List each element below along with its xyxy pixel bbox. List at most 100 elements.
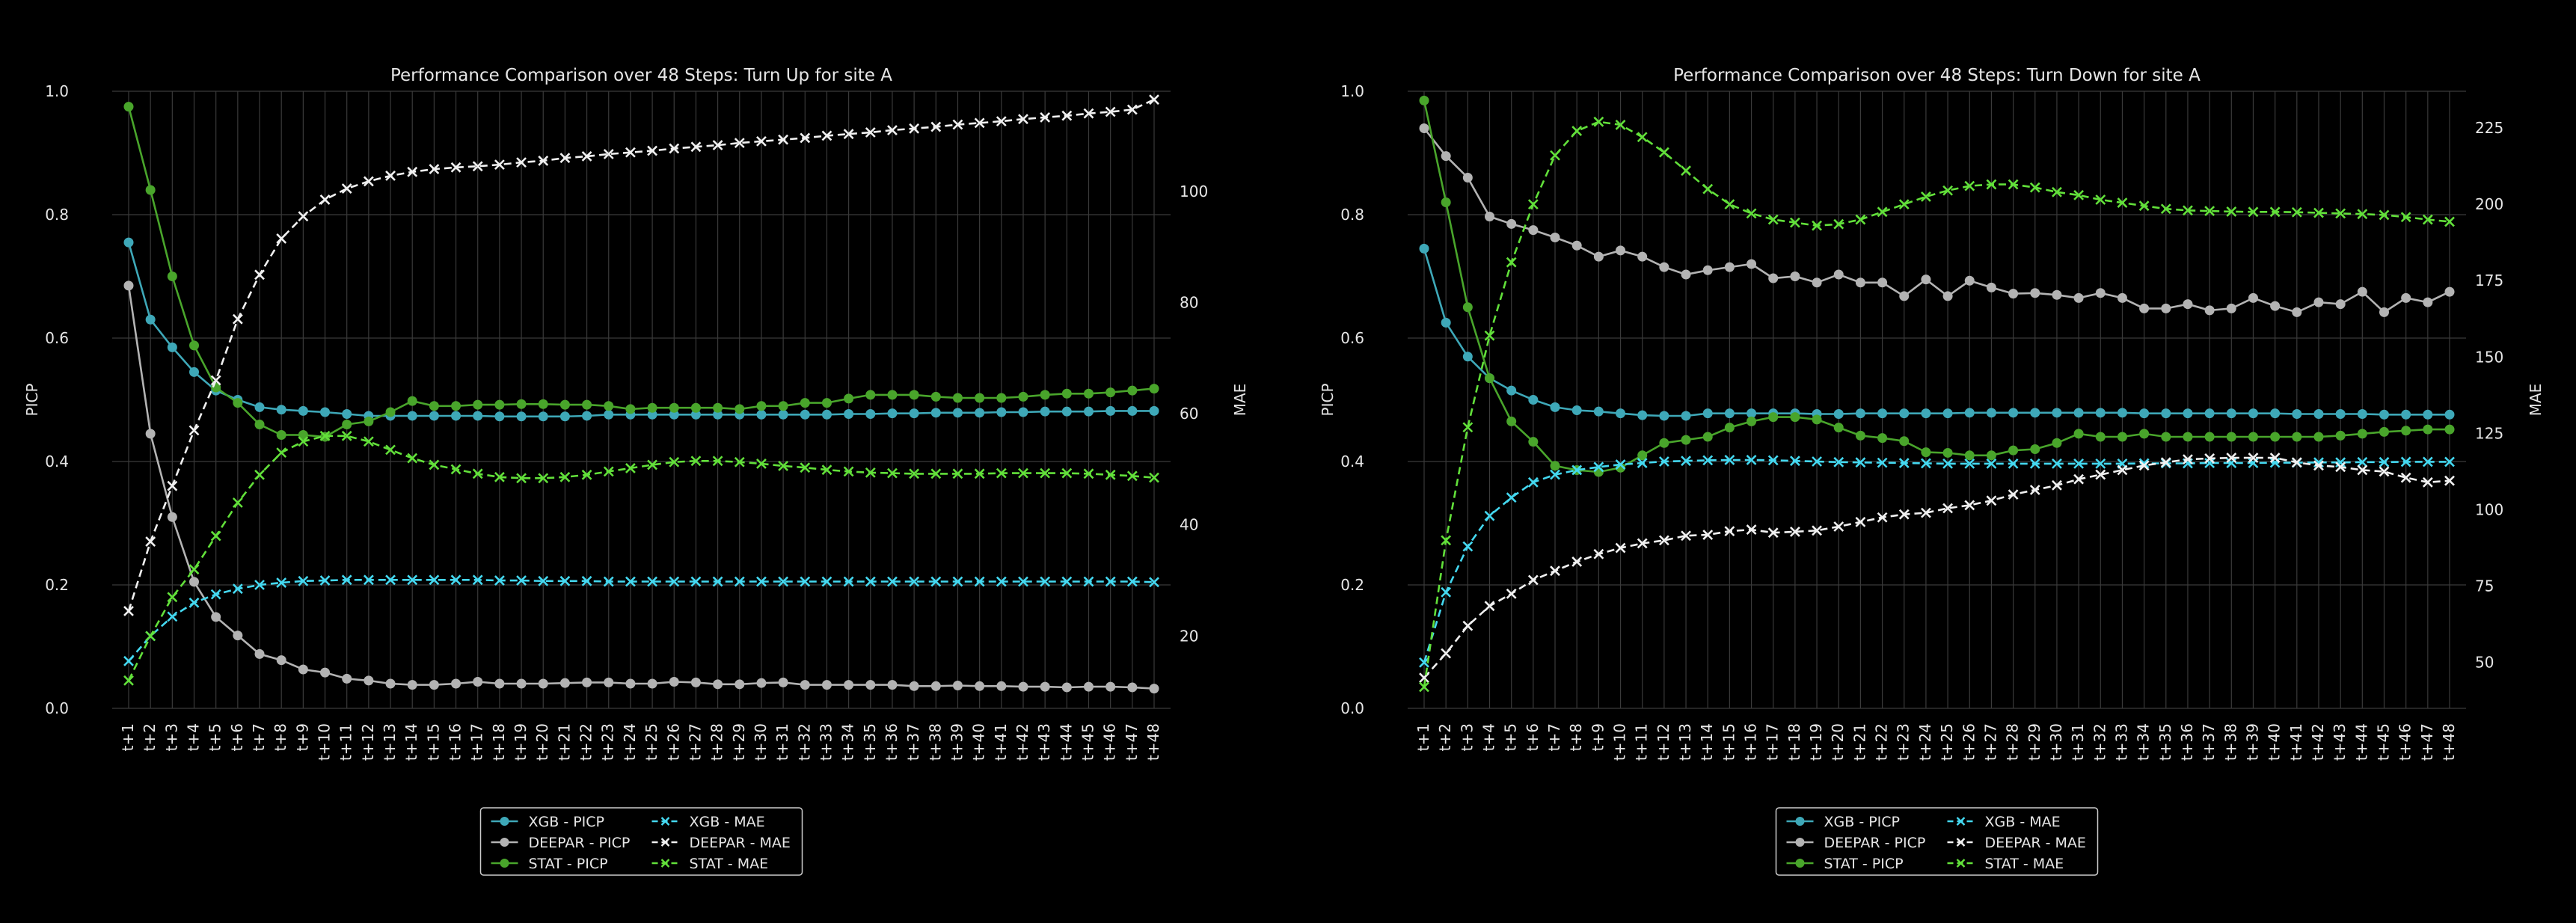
data-point [2335, 430, 2346, 441]
data-point [2204, 408, 2215, 419]
data-point [778, 409, 788, 420]
data-point [1812, 414, 1822, 425]
data-point [1855, 277, 1865, 288]
data-point [909, 468, 920, 479]
data-point [276, 577, 287, 588]
x-tick-label: t+48 [2440, 723, 2458, 761]
data-point [713, 409, 723, 420]
data-point [232, 497, 243, 508]
data-point [2183, 408, 2193, 419]
x-tick-label: t+4 [1480, 723, 1498, 751]
legend-swatch-marker [500, 817, 509, 826]
data-point [625, 147, 636, 158]
x-tick-label: t+23 [599, 723, 617, 761]
data-point [1441, 648, 1452, 659]
chart-panel-turn-up: Performance Comparison over 48 Steps: Tu… [23, 66, 1249, 876]
data-point [1659, 262, 1669, 272]
data-point [1061, 682, 1072, 693]
data-point [581, 151, 592, 162]
data-point [1527, 199, 1539, 210]
data-point [2357, 209, 2368, 220]
data-point [2029, 182, 2040, 193]
data-point [2226, 303, 2236, 313]
data-point [2379, 426, 2389, 437]
data-point [385, 171, 396, 181]
data-point [538, 155, 549, 166]
data-point [167, 592, 178, 603]
data-point [1746, 524, 1757, 535]
data-point [189, 340, 200, 351]
y-axis-label: PICP [1319, 384, 1337, 417]
data-point [1986, 282, 1996, 292]
data-point [1506, 257, 1517, 268]
x-tick-label: t+27 [1981, 723, 1999, 761]
data-point [1681, 165, 1691, 177]
data-point [2269, 453, 2281, 464]
data-point [1964, 458, 1975, 469]
data-point [1833, 456, 1844, 467]
data-point [2073, 189, 2085, 200]
data-point [188, 425, 200, 436]
data-point [2422, 476, 2433, 488]
data-point [1462, 620, 1473, 631]
data-point [1419, 95, 1429, 105]
data-point [1921, 447, 1931, 458]
data-point [298, 575, 309, 586]
data-point [473, 399, 483, 410]
data-point [844, 393, 854, 404]
data-point [1550, 461, 1560, 471]
data-point [1571, 126, 1583, 137]
data-point [821, 130, 832, 141]
data-point [1877, 408, 1888, 419]
data-point [844, 408, 854, 419]
data-point [167, 512, 177, 522]
data-point [538, 575, 549, 586]
x-tick-label: t+45 [1079, 723, 1097, 761]
data-point [843, 466, 854, 477]
x-tick-label: t+40 [2266, 723, 2284, 761]
data-point [975, 681, 985, 691]
y2-tick-label: 60 [1180, 405, 1198, 423]
x-tick-label: t+8 [1567, 723, 1585, 751]
data-point [516, 678, 527, 689]
data-point [2008, 408, 2019, 418]
x-tick-label: t+22 [1873, 723, 1891, 761]
data-point [2444, 216, 2455, 227]
data-point [1637, 538, 1648, 549]
data-point [516, 399, 527, 409]
data-point [1637, 410, 1648, 420]
data-point [516, 473, 527, 484]
data-point [1899, 408, 1910, 419]
x-tick-label: t+20 [533, 723, 551, 761]
data-point [1441, 317, 1451, 328]
data-point [1018, 467, 1028, 479]
data-point [494, 399, 505, 410]
data-point [2139, 429, 2150, 439]
data-point [2073, 292, 2084, 303]
data-point [429, 401, 439, 411]
data-point [1855, 457, 1866, 468]
data-point [756, 576, 767, 587]
data-point [538, 399, 548, 409]
x-tick-label: t+18 [490, 723, 508, 761]
data-point [516, 157, 527, 168]
data-point [1149, 384, 1159, 394]
data-point [1877, 206, 1888, 218]
data-point [2357, 456, 2368, 467]
data-point [298, 664, 308, 675]
data-point [865, 576, 876, 587]
data-point [254, 580, 265, 590]
data-point [1768, 412, 1779, 423]
data-point [1593, 467, 1604, 477]
legend-label: STAT - MAE [690, 856, 769, 872]
x-tick-label: t+44 [2352, 723, 2370, 761]
data-point [1419, 681, 1429, 693]
x-tick-label: t+15 [424, 723, 442, 761]
data-point [1898, 199, 1910, 210]
x-tick-label: t+16 [447, 723, 464, 761]
data-point [1921, 275, 1931, 285]
data-point [865, 680, 876, 690]
data-point [2292, 408, 2302, 419]
data-point [1419, 243, 1429, 254]
data-point [581, 469, 592, 480]
